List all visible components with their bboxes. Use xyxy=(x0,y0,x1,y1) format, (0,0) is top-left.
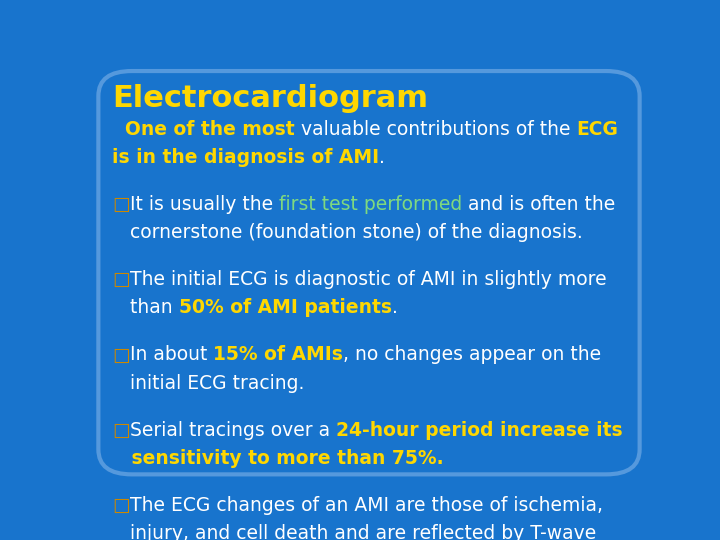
Text: □: □ xyxy=(112,270,130,289)
Text: , no changes appear on the: , no changes appear on the xyxy=(343,346,601,365)
Text: 15% of AMIs: 15% of AMIs xyxy=(213,346,343,365)
Text: initial ECG tracing.: initial ECG tracing. xyxy=(112,374,305,393)
Text: .: . xyxy=(392,299,398,318)
Text: Serial tracings over a: Serial tracings over a xyxy=(130,421,336,440)
Text: and is often the: and is often the xyxy=(462,195,616,214)
Text: first test performed: first test performed xyxy=(279,195,462,214)
Text: sensitivity to more than 75%.: sensitivity to more than 75%. xyxy=(112,449,444,468)
Text: Electrocardiogram: Electrocardiogram xyxy=(112,84,428,112)
FancyBboxPatch shape xyxy=(99,71,639,474)
Text: □: □ xyxy=(112,496,130,515)
Text: injury, and cell death and are reflected by T-wave: injury, and cell death and are reflected… xyxy=(112,524,597,540)
Text: □: □ xyxy=(112,346,130,365)
Text: 50% of AMI patients: 50% of AMI patients xyxy=(179,299,392,318)
Text: The ECG changes of an AMI are those of ischemia,: The ECG changes of an AMI are those of i… xyxy=(130,496,603,515)
Text: .: . xyxy=(379,148,385,167)
Text: In about: In about xyxy=(130,346,213,365)
Text: valuable contributions of the: valuable contributions of the xyxy=(295,120,577,139)
Text: The initial ECG is diagnostic of AMI in slightly more: The initial ECG is diagnostic of AMI in … xyxy=(130,270,607,289)
Text: is in the diagnosis of AMI: is in the diagnosis of AMI xyxy=(112,148,379,167)
Text: cornerstone (foundation stone) of the diagnosis.: cornerstone (foundation stone) of the di… xyxy=(112,223,583,242)
Text: □: □ xyxy=(112,195,130,214)
Text: 24-hour period increase its: 24-hour period increase its xyxy=(336,421,623,440)
Text: than: than xyxy=(112,299,179,318)
Text: One of the most: One of the most xyxy=(112,120,295,139)
Text: ECG: ECG xyxy=(577,120,618,139)
Text: □: □ xyxy=(112,421,130,440)
Text: It is usually the: It is usually the xyxy=(130,195,279,214)
